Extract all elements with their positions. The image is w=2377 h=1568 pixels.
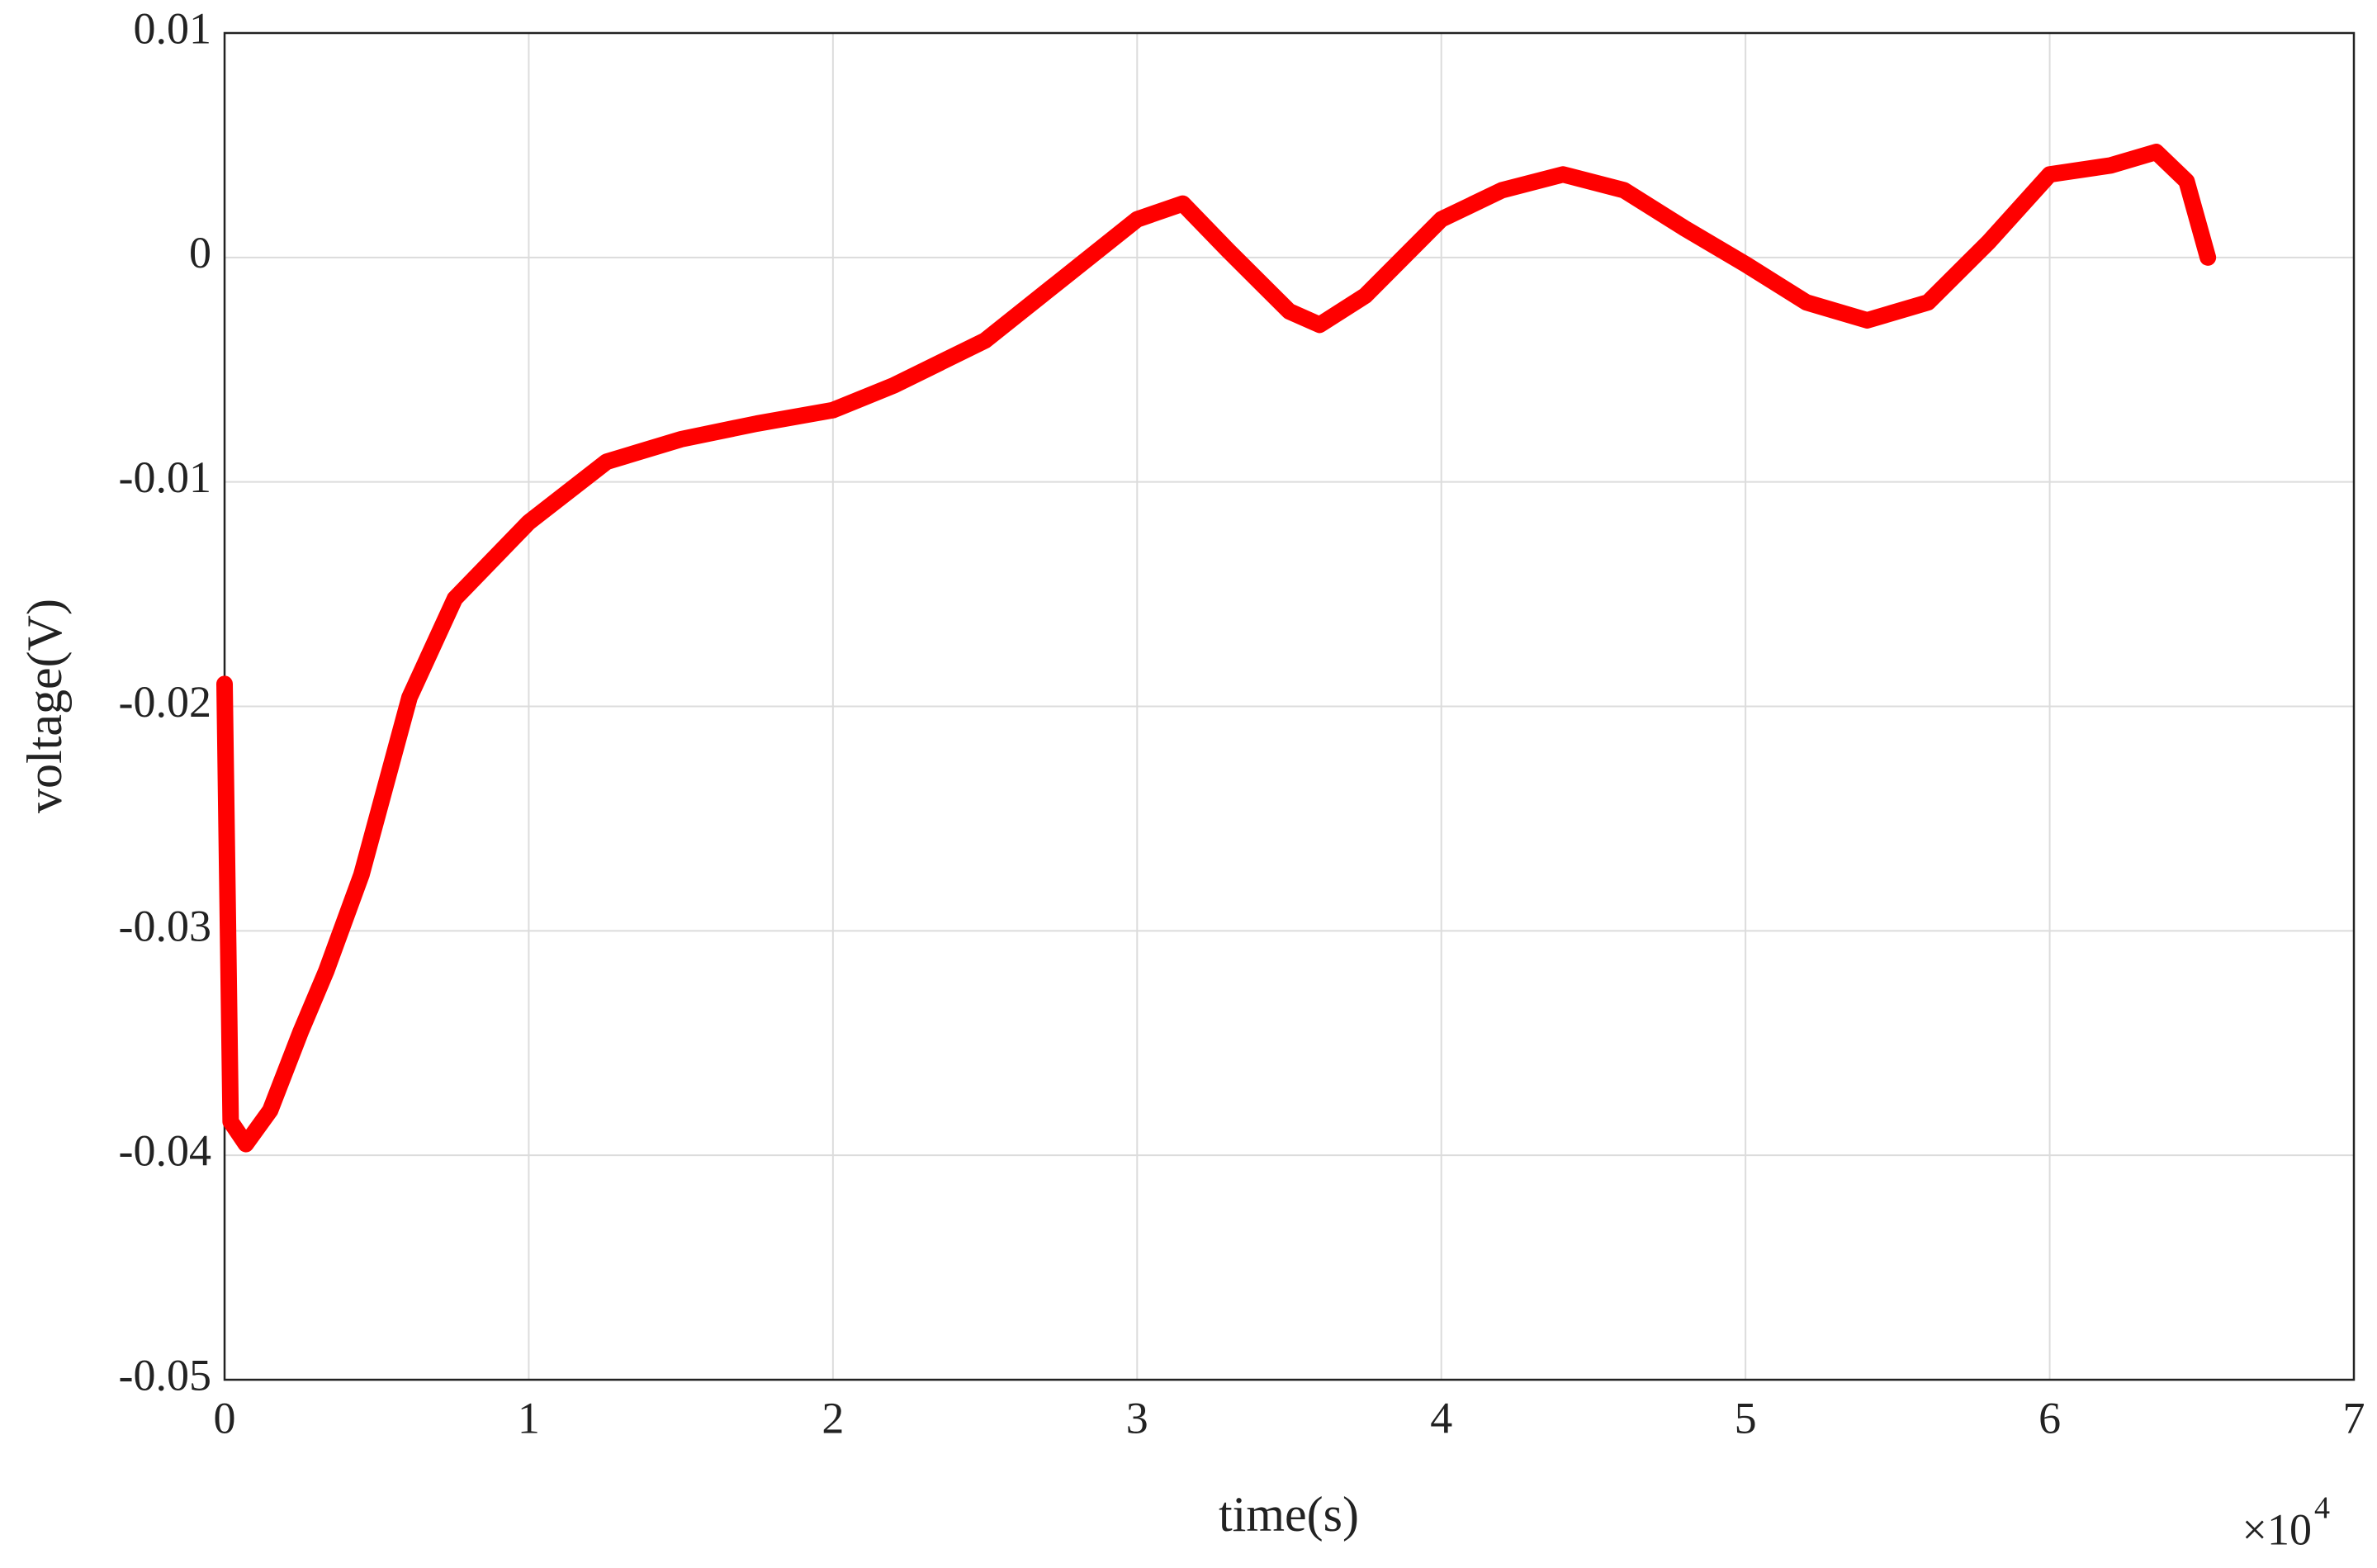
x-axis-label: time(s) [1219,1487,1359,1542]
x-multiplier: ×10 [2242,1504,2312,1554]
x-tick-label: 0 [214,1393,236,1442]
x-tick-label: 4 [1430,1393,1452,1442]
y-tick-label: -0.02 [119,677,211,727]
y-tick-label: -0.01 [119,452,211,502]
x-tick-label: 2 [822,1393,844,1442]
y-tick-label: 0.01 [134,3,212,53]
data-line [216,144,2217,1153]
x-tick-label: 5 [1735,1393,1757,1442]
x-tick-label: 7 [2343,1393,2365,1442]
y-tick-label: -0.04 [119,1126,211,1176]
x-tick-label: 1 [518,1393,540,1442]
y-tick-label: -0.03 [119,902,211,951]
x-tick-label: 6 [2038,1393,2061,1442]
y-axis-label: voltage(V) [17,599,72,813]
x-tick-label: 3 [1126,1393,1148,1442]
x-multiplier-exponent: 4 [2314,1491,2330,1526]
y-tick-label: 0 [189,228,211,277]
y-tick-label: -0.05 [119,1350,211,1400]
